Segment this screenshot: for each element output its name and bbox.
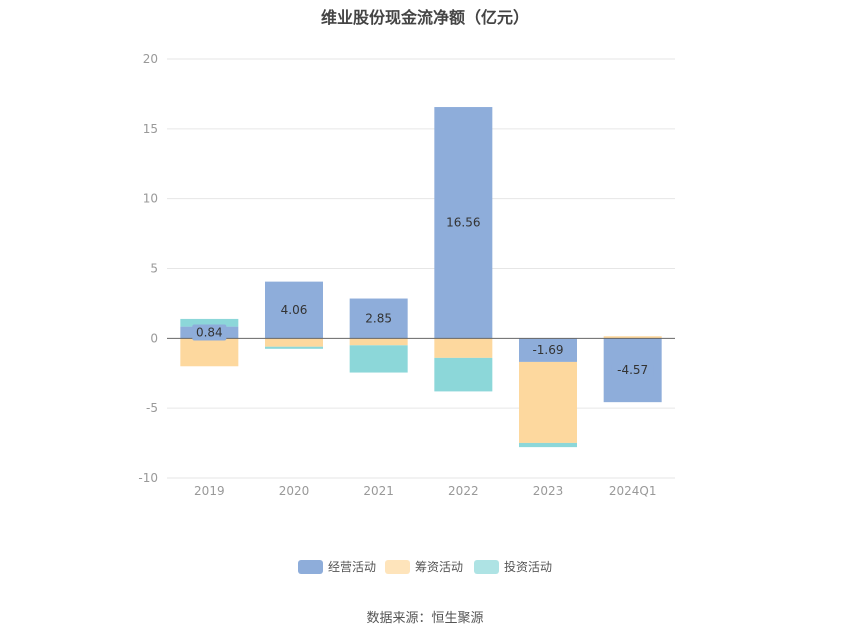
data-label: 4.06 [281,303,308,317]
data-label-bg [277,301,311,318]
bar-segment [265,346,323,349]
x-tick-label: 2022 [448,484,479,498]
bar-segment [434,357,493,392]
y-tick-label: 15 [143,122,158,136]
legend-swatch [385,560,410,574]
y-tick-label: 20 [143,52,158,66]
data-label: -4.57 [617,363,648,377]
bar-segment [434,338,493,358]
y-tick-label: 5 [150,262,158,276]
bar-segment [180,338,239,367]
data-label-bg [442,214,485,231]
bar-segment [349,338,408,346]
bar-segment [603,336,662,339]
chart-title: 维业股份现金流净额（亿元） [320,8,529,27]
x-tick-label: 2021 [363,484,394,498]
legend-label: 投资活动 [504,559,552,574]
x-tick-label: 2019 [194,484,225,498]
data-label-bg [611,362,654,379]
legend-swatch [298,560,323,574]
bar-segment [180,318,239,327]
y-tick-label: 10 [143,192,158,206]
data-label: 0.84 [196,325,223,339]
x-tick-label: 2023 [533,484,564,498]
bar-segment [349,345,408,373]
x-tick-label: 2024Q1 [609,484,657,498]
legend-swatch [474,560,499,574]
legend-label: 经营活动 [328,560,376,574]
x-tick-label: 2020 [279,484,310,498]
source-note: 数据来源：恒生聚源 [366,611,484,626]
y-tick-label: 0 [150,331,158,345]
y-tick-label: -5 [146,401,158,415]
bar-segment [519,361,577,443]
data-label-bg [361,310,396,327]
data-label: 2.85 [365,311,392,325]
bar-segment [519,442,577,448]
data-label: 16.56 [446,216,480,230]
y-tick-label: -10 [138,471,158,485]
data-label: -1.69 [532,343,563,357]
legend-label: 筹资活动 [415,560,463,574]
bar-segment [265,338,323,347]
data-label-bg [192,324,227,341]
data-label-bg [527,342,569,359]
